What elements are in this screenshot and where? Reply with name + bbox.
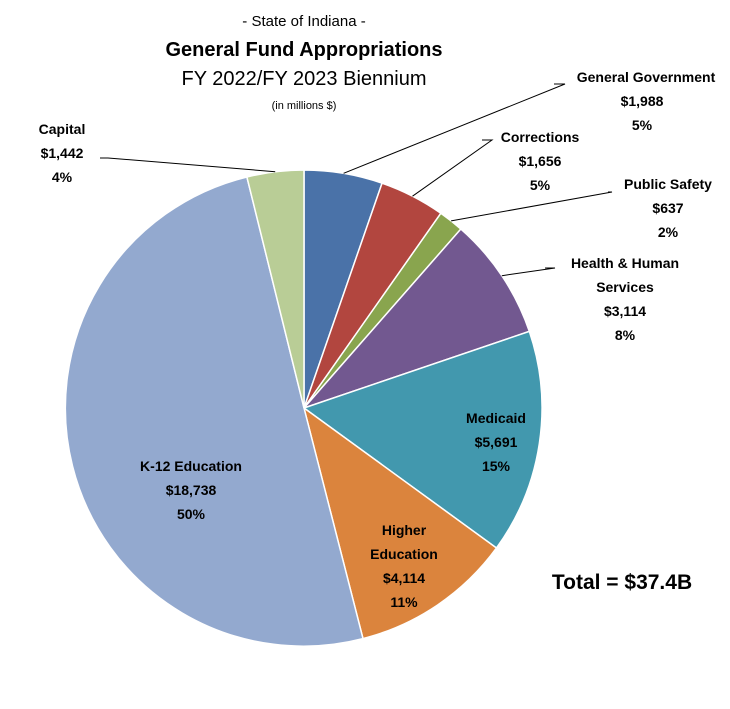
slice-name: Medicaid [466, 410, 526, 426]
slice-value: $1,442 [41, 145, 84, 161]
chart-title: General Fund Appropriations [165, 39, 442, 61]
slice-name-line1: Health & Human [571, 255, 679, 271]
pie-slice-higher-education [302, 406, 498, 640]
slice-name: Capital [39, 121, 86, 137]
label-capital: Capital $1,442 4% [39, 121, 86, 185]
slice-percent: 50% [177, 506, 206, 522]
slice-percent: 5% [632, 117, 653, 133]
chart-unit: (in millions $) [272, 100, 337, 112]
leader-health-human-services [501, 267, 556, 277]
slice-percent: 11% [390, 594, 418, 610]
slice-name: Corrections [501, 129, 580, 145]
slice-value: $637 [652, 200, 683, 216]
label-health-human-services: Health & Human Services $3,114 8% [571, 255, 679, 343]
leader-lines [100, 83, 613, 277]
leader-public-safety [451, 191, 613, 222]
slice-value: $1,988 [621, 93, 664, 109]
slice-percent: 4% [52, 169, 73, 185]
slice-percent: 15% [482, 458, 511, 474]
leader-corrections [412, 139, 494, 197]
label-medicaid: Medicaid $5,691 15% [466, 410, 526, 474]
label-corrections: Corrections $1,656 5% [501, 129, 580, 193]
chart-pretitle: - State of Indiana - [242, 13, 365, 30]
label-k12-education: K-12 Education $18,738 50% [140, 458, 242, 522]
slice-name-line2: Education [370, 546, 438, 562]
slice-percent: 8% [615, 327, 636, 343]
label-general-government: General Government $1,988 5% [577, 69, 716, 133]
slice-value: $18,738 [166, 482, 217, 498]
slice-value: $5,691 [475, 434, 518, 450]
slice-value: $3,114 [604, 303, 646, 319]
leader-general-government [343, 83, 566, 174]
slice-name: K-12 Education [140, 458, 242, 474]
pie-slice-k-12-education [64, 176, 364, 647]
pie-slices [64, 169, 543, 647]
label-public-safety: Public Safety $637 2% [624, 176, 712, 240]
slice-name: General Government [577, 69, 716, 85]
total-label: Total = $37.4B [552, 571, 692, 594]
leader-capital [100, 157, 276, 173]
slice-name-line1: Higher [382, 522, 427, 538]
slice-value: $4,114 [383, 570, 425, 586]
pie-slice-capital [245, 169, 305, 409]
pie-slice-medicaid [302, 330, 543, 550]
slice-name: Public Safety [624, 176, 712, 192]
slice-name-line2: Services [596, 279, 654, 295]
chart-subtitle: FY 2022/FY 2023 Biennium [182, 68, 427, 90]
slice-percent: 2% [658, 224, 679, 240]
slice-percent: 5% [530, 177, 551, 193]
slice-value: $1,656 [519, 153, 562, 169]
label-higher-education: Higher Education $4,114 11% [370, 522, 438, 610]
